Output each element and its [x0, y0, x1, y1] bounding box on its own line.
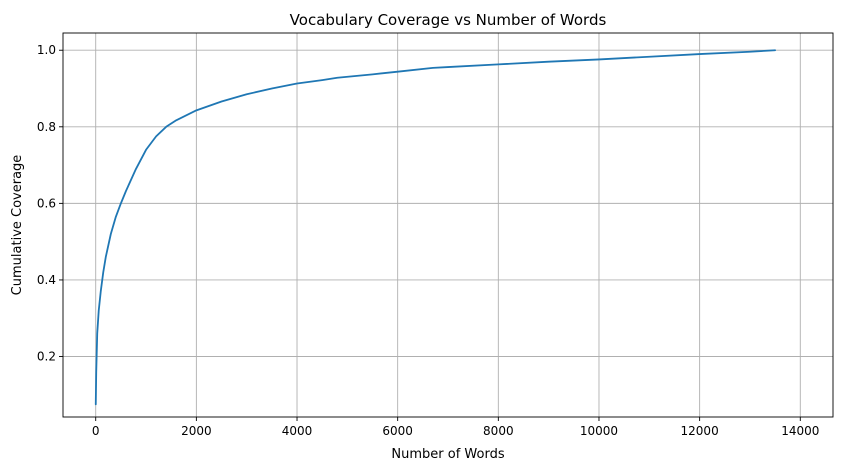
x-tick-label: 12000 — [681, 424, 719, 438]
y-tick-label: 0.4 — [37, 273, 56, 287]
x-tick-label: 4000 — [282, 424, 313, 438]
y-axis-label: Cumulative Coverage — [10, 155, 25, 296]
coverage-line — [94, 49, 777, 406]
x-tick-label: 14000 — [781, 424, 819, 438]
y-tick-label: 0.2 — [37, 350, 56, 364]
ticks: 0 2000 4000 6000 8000 10000 12000 14000 0.2 0.4 0.… — [37, 43, 819, 438]
x-tick-label: 10000 — [580, 424, 618, 438]
plot-frame — [62, 32, 834, 418]
x-axis-label: Number of Words — [391, 447, 504, 462]
y-tick-label: 0.8 — [37, 120, 56, 134]
y-tick-label: 1.0 — [37, 43, 56, 57]
x-tick-label: 6000 — [382, 424, 413, 438]
grid — [63, 33, 833, 417]
series-layer — [94, 49, 777, 406]
y-tick-label: 0.6 — [37, 196, 56, 210]
x-tick-label: 8000 — [483, 424, 514, 438]
x-tick-label: 0 — [92, 424, 100, 438]
x-tick-label: 2000 — [181, 424, 212, 438]
chart-title: Vocabulary Coverage vs Number of Words — [290, 11, 607, 29]
